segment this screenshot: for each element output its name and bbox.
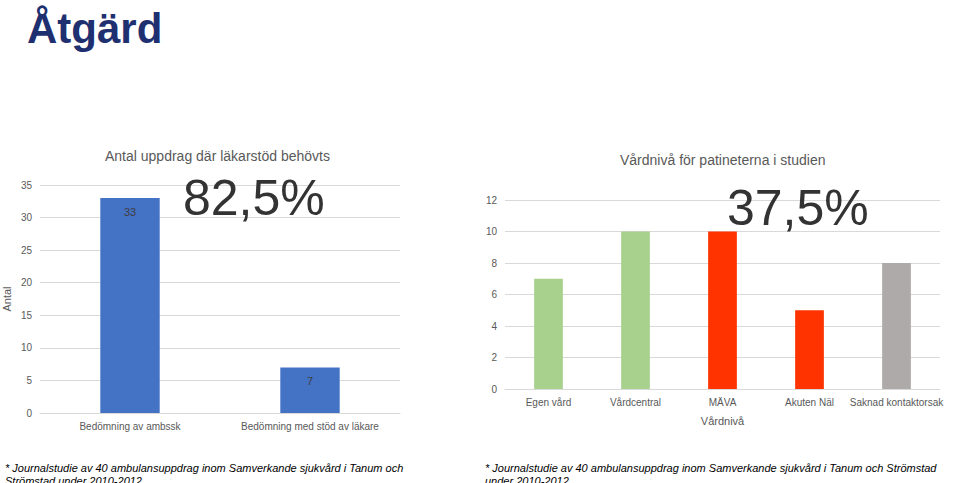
svg-text:37,5%: 37,5% (727, 180, 869, 236)
svg-text:* Journalstudie av 40 ambulans: * Journalstudie av 40 ambulansuppdrag in… (485, 462, 940, 474)
svg-text:4: 4 (491, 321, 497, 332)
svg-text:33: 33 (124, 206, 136, 218)
svg-text:25: 25 (21, 245, 33, 256)
svg-text:0: 0 (26, 408, 32, 419)
svg-text:20: 20 (21, 277, 33, 288)
svg-text:Antal uppdrag där läkarstöd be: Antal uppdrag där läkarstöd behövts (105, 148, 330, 164)
svg-text:10: 10 (486, 226, 498, 237)
svg-text:Bedömning av ambssk: Bedömning av ambssk (79, 421, 181, 432)
svg-text:Vårdnivå för patineterna i stu: Vårdnivå för patineterna i studien (620, 152, 825, 168)
svg-text:10: 10 (21, 342, 33, 353)
svg-text:Egen vård: Egen vård (526, 397, 572, 408)
svg-text:Strömstad under 2010-2012.: Strömstad under 2010-2012. (5, 475, 145, 483)
svg-text:12: 12 (486, 195, 498, 206)
svg-text:MÄVA: MÄVA (709, 397, 737, 408)
svg-text:* Journalstudie av 40 ambulans: * Journalstudie av 40 ambulansuppdrag in… (5, 462, 406, 474)
svg-text:5: 5 (26, 375, 32, 386)
svg-text:Vårdnivå: Vårdnivå (701, 415, 745, 427)
svg-text:82,5%: 82,5% (183, 170, 325, 226)
svg-text:Akuten Näl: Akuten Näl (785, 397, 834, 408)
svg-text:30: 30 (21, 212, 33, 223)
svg-text:7: 7 (307, 375, 313, 387)
svg-text:2: 2 (491, 352, 497, 363)
svg-text:Saknad kontaktorsak: Saknad kontaktorsak (850, 397, 944, 408)
svg-text:under 2010-2012.: under 2010-2012. (485, 475, 572, 483)
svg-text:Antal: Antal (1, 286, 13, 311)
svg-text:0: 0 (491, 384, 497, 395)
svg-text:Åtgärd: Åtgärd (27, 5, 162, 52)
svg-text:Bedömning med stöd av läkare: Bedömning med stöd av läkare (241, 421, 379, 432)
svg-text:15: 15 (21, 310, 33, 321)
svg-text:6: 6 (491, 289, 497, 300)
svg-text:35: 35 (21, 180, 33, 191)
svg-text:8: 8 (491, 258, 497, 269)
svg-text:Vårdcentral: Vårdcentral (610, 397, 661, 408)
